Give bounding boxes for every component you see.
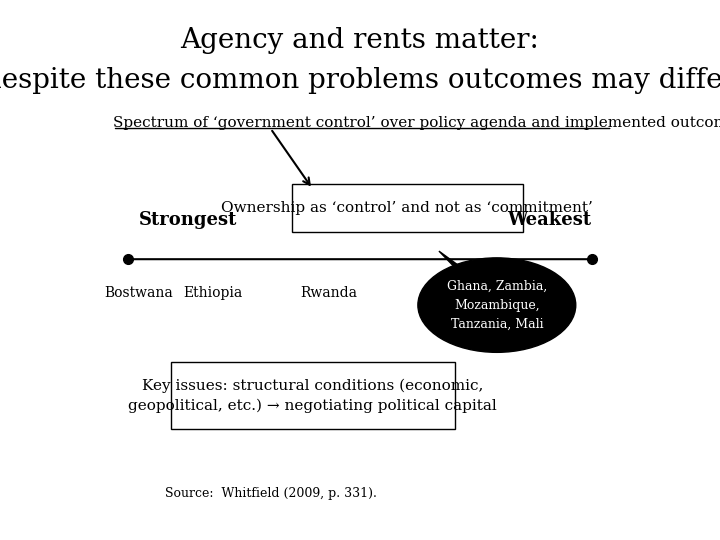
Text: Spectrum of ‘government control’ over policy agenda and implemented outcomes: Spectrum of ‘government control’ over po… bbox=[112, 116, 720, 130]
Text: despite these common problems outcomes may differ: despite these common problems outcomes m… bbox=[0, 68, 720, 94]
Text: Source:  Whitfield (2009, p. 331).: Source: Whitfield (2009, p. 331). bbox=[166, 487, 377, 500]
Text: Key issues: structural conditions (economic,
geopolitical, etc.) → negotiating p: Key issues: structural conditions (econo… bbox=[128, 379, 497, 413]
FancyBboxPatch shape bbox=[171, 362, 455, 429]
Text: Strongest: Strongest bbox=[139, 212, 238, 230]
FancyBboxPatch shape bbox=[292, 184, 523, 232]
Text: Agency and rents matter:: Agency and rents matter: bbox=[181, 27, 539, 54]
Polygon shape bbox=[439, 251, 476, 278]
Text: Ownership as ‘control’ and not as ‘commitment’: Ownership as ‘control’ and not as ‘commi… bbox=[222, 201, 593, 215]
Text: Rwanda: Rwanda bbox=[300, 286, 357, 300]
Ellipse shape bbox=[418, 258, 576, 353]
Text: Ethiopia: Ethiopia bbox=[183, 286, 242, 300]
Text: Bostwana: Bostwana bbox=[104, 286, 174, 300]
Text: Ghana, Zambia,
Mozambique,
Tanzania, Mali: Ghana, Zambia, Mozambique, Tanzania, Mal… bbox=[446, 280, 547, 330]
Text: Weakest: Weakest bbox=[508, 212, 592, 230]
